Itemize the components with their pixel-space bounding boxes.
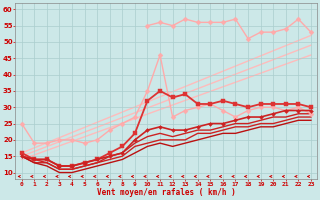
- X-axis label: Vent moyen/en rafales ( km/h ): Vent moyen/en rafales ( km/h ): [97, 188, 236, 197]
